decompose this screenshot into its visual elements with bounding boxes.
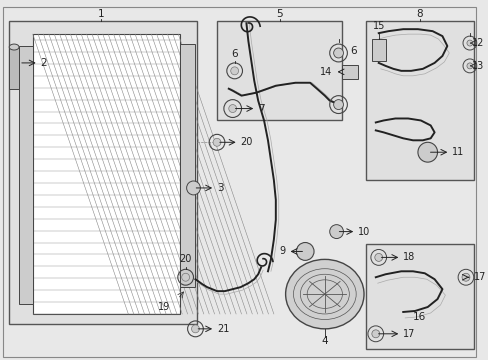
- Bar: [217, 21, 342, 121]
- Text: 1: 1: [98, 9, 104, 19]
- Circle shape: [417, 142, 437, 162]
- Text: 2: 2: [41, 58, 47, 68]
- Text: 5: 5: [276, 9, 283, 19]
- Text: 16: 16: [412, 312, 426, 322]
- Text: 3: 3: [217, 183, 223, 193]
- Circle shape: [466, 40, 472, 46]
- Bar: [342, 65, 357, 79]
- Text: 17: 17: [403, 329, 415, 339]
- Bar: [9, 21, 197, 324]
- Text: 20: 20: [179, 255, 191, 264]
- Text: 10: 10: [357, 226, 369, 237]
- Text: 13: 13: [471, 61, 483, 71]
- Circle shape: [466, 63, 472, 69]
- Bar: [180, 44, 195, 287]
- Circle shape: [329, 225, 343, 239]
- Text: 7: 7: [258, 104, 264, 113]
- Circle shape: [374, 253, 382, 261]
- Circle shape: [191, 325, 199, 333]
- Bar: [9, 47, 19, 89]
- Circle shape: [182, 273, 189, 281]
- Circle shape: [230, 67, 238, 75]
- Text: 15: 15: [372, 21, 384, 31]
- Text: 17: 17: [473, 272, 485, 282]
- Ellipse shape: [9, 44, 19, 50]
- Bar: [371, 39, 385, 61]
- Text: 12: 12: [471, 38, 483, 48]
- Circle shape: [296, 243, 313, 260]
- Bar: [365, 21, 473, 180]
- Circle shape: [333, 100, 343, 109]
- Text: 21: 21: [217, 324, 229, 334]
- Circle shape: [213, 138, 221, 146]
- Text: 6: 6: [349, 46, 356, 56]
- Text: 18: 18: [403, 252, 415, 262]
- Circle shape: [371, 330, 379, 338]
- Bar: [365, 244, 473, 349]
- Text: 6: 6: [231, 49, 238, 59]
- Ellipse shape: [285, 260, 363, 329]
- Bar: [19, 46, 33, 304]
- Circle shape: [461, 273, 469, 281]
- Text: 20: 20: [240, 137, 252, 147]
- Text: 11: 11: [451, 147, 464, 157]
- Text: 8: 8: [416, 9, 422, 19]
- Circle shape: [333, 48, 343, 58]
- Text: 9: 9: [279, 247, 285, 256]
- Text: 4: 4: [321, 336, 327, 346]
- Text: 14: 14: [320, 67, 332, 77]
- Circle shape: [186, 181, 200, 195]
- Bar: [33, 34, 180, 314]
- Circle shape: [228, 105, 236, 113]
- Text: 19: 19: [158, 302, 170, 312]
